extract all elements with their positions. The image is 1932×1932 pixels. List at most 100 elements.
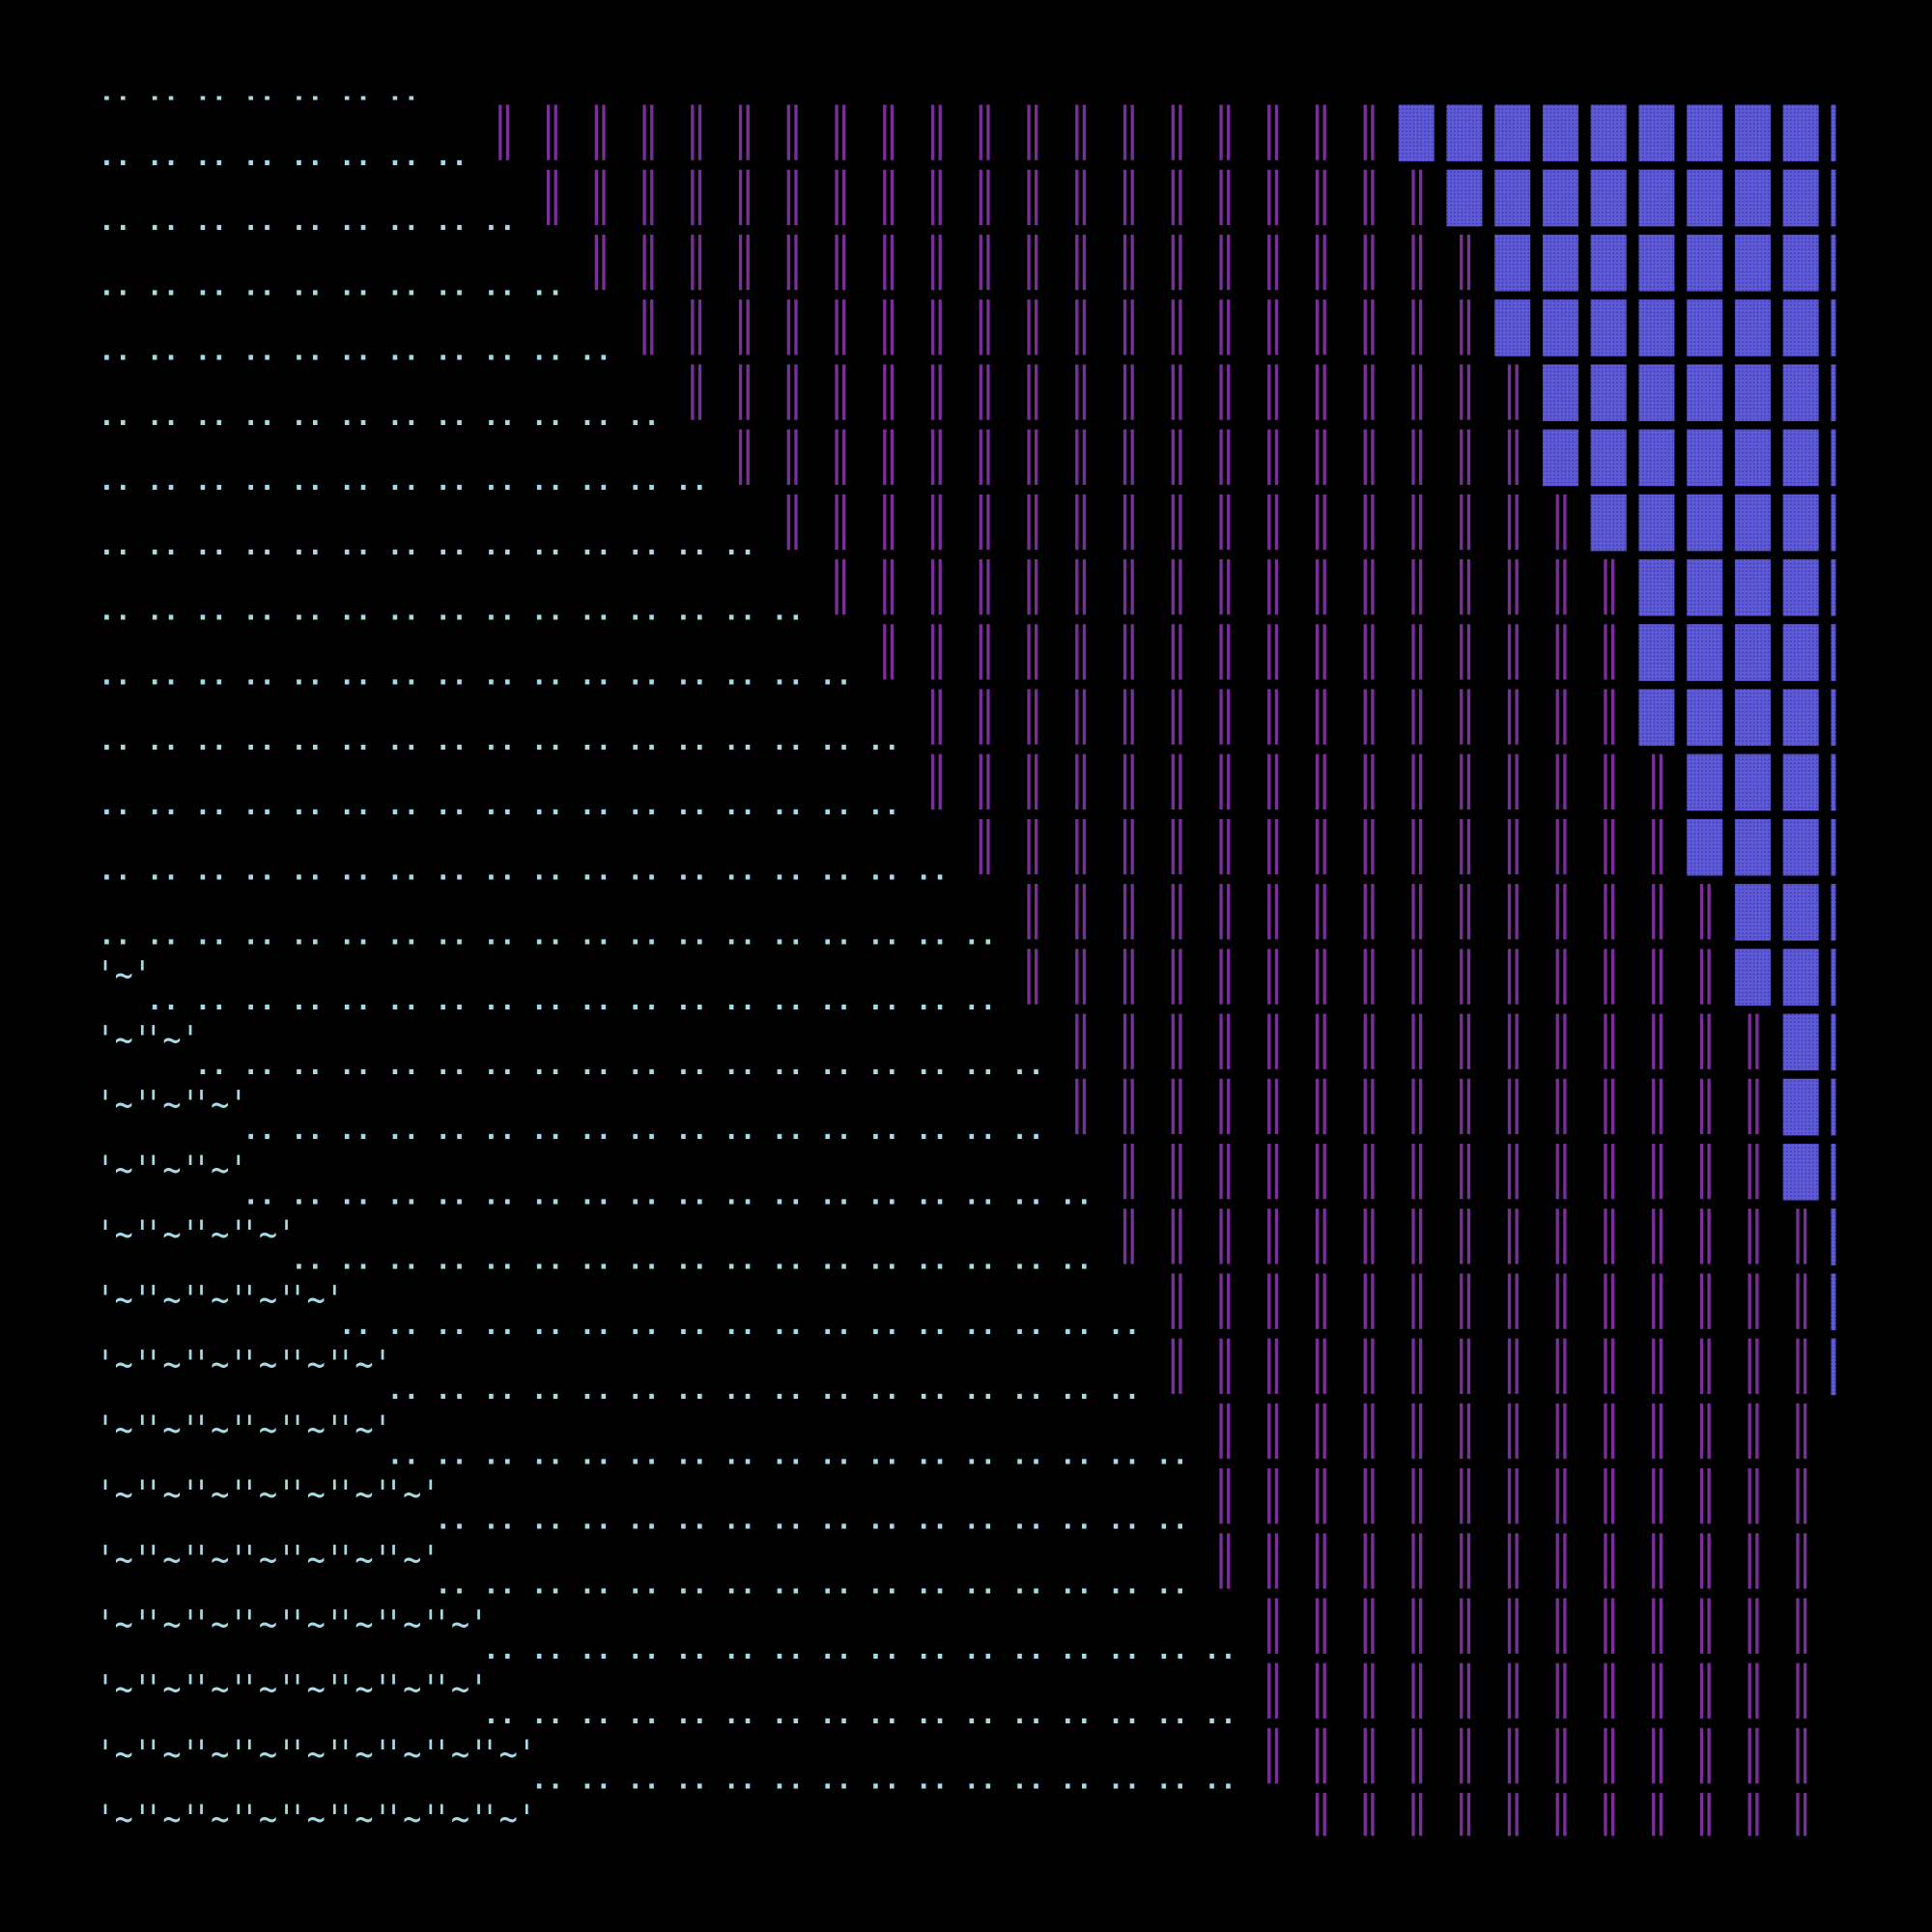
dots-glyph: .. [147, 465, 180, 497]
dots-glyph: .. [531, 400, 564, 432]
dots-glyph: .. [579, 529, 611, 561]
dots-glyph: .. [963, 1049, 996, 1081]
dots-glyph: .. [916, 1309, 949, 1341]
wave-glyph: '~' [96, 1407, 151, 1451]
dots-glyph: .. [1108, 1829, 1141, 1861]
dots-glyph: .. [242, 920, 275, 952]
dots-glyph: .. [387, 140, 420, 172]
dots-glyph: .. [242, 724, 275, 756]
dots-glyph: .. [867, 1763, 900, 1795]
dots-glyph: .. [867, 1698, 900, 1730]
dots-glyph: .. [531, 1698, 564, 1730]
dots-glyph: .. [435, 920, 468, 952]
dots-glyph: .. [675, 1634, 708, 1665]
dots-glyph: .. [627, 1049, 660, 1081]
dots-glyph: .. [771, 1763, 804, 1795]
dots-glyph: .. [819, 1114, 852, 1146]
dots-glyph: .. [339, 854, 372, 886]
dots-glyph: .. [771, 724, 804, 756]
dots-glyph: .. [627, 1309, 660, 1341]
dots-glyph: .. [242, 789, 275, 821]
dots-glyph: .. [387, 1309, 420, 1341]
dots-glyph: .. [963, 1829, 996, 1861]
dots-glyph: .. [627, 529, 660, 561]
block-glyph [1734, 558, 1771, 616]
dots-glyph: .. [963, 920, 996, 952]
dots-glyph: .. [1011, 1763, 1044, 1795]
dots-glyph: .. [291, 335, 324, 367]
dots-glyph: .. [771, 1569, 804, 1601]
block-glyph [1734, 689, 1771, 747]
dots-glyph: .. [99, 789, 131, 821]
dots-glyph: .. [1060, 1829, 1093, 1861]
dots-glyph: .. [819, 789, 852, 821]
dots-glyph: .. [819, 1634, 852, 1665]
dots-glyph: .. [483, 1698, 516, 1730]
dots-glyph: .. [291, 854, 324, 886]
block-glyph [1687, 364, 1723, 421]
dots-glyph: .. [387, 400, 420, 432]
dots-glyph: .. [99, 465, 131, 497]
dots-glyph: .. [195, 594, 228, 626]
dots-glyph: .. [99, 854, 131, 886]
dots-glyph: .. [242, 270, 275, 301]
block-glyph [1446, 104, 1483, 162]
dots-glyph: .. [435, 1438, 468, 1470]
wave-glyph: '~' [144, 1538, 199, 1581]
dots-glyph: .. [1155, 1569, 1188, 1601]
block-glyph [1782, 884, 1819, 941]
block-glyph [1446, 169, 1483, 227]
dots-glyph: .. [627, 1438, 660, 1470]
dots-glyph: .. [819, 1829, 852, 1861]
wave-glyph: '~' [144, 1732, 199, 1776]
dots-glyph: .. [483, 1569, 516, 1601]
dots-glyph: .. [339, 724, 372, 756]
dots-glyph: .. [675, 1179, 708, 1210]
dots-glyph: .. [579, 724, 611, 756]
dots-glyph: .. [99, 400, 131, 432]
dots-glyph: .. [242, 1049, 275, 1081]
dots-glyph: .. [627, 1634, 660, 1665]
dots-glyph: .. [867, 854, 900, 886]
block-glyph [1734, 104, 1771, 162]
dots-glyph: .. [531, 1569, 564, 1601]
dots-glyph: .. [387, 1049, 420, 1081]
dots-glyph: .. [724, 920, 756, 952]
block-glyph [1542, 429, 1578, 487]
wave-glyph: '~' [241, 1732, 296, 1776]
dots-glyph: .. [1204, 1698, 1236, 1730]
dots-glyph: .. [1011, 1114, 1044, 1146]
dots-glyph: .. [1060, 1569, 1093, 1601]
dots-glyph: .. [1011, 1438, 1044, 1470]
dots-glyph: .. [195, 270, 228, 301]
dots-glyph: .. [242, 984, 275, 1016]
dots-glyph: .. [291, 1114, 324, 1146]
block-glyph [1638, 104, 1675, 162]
dots-glyph: .. [579, 1049, 611, 1081]
dots-glyph: .. [339, 205, 372, 237]
dots-glyph: .. [1108, 1309, 1141, 1341]
dots-glyph: .. [147, 400, 180, 432]
dots-glyph: .. [916, 1438, 949, 1470]
dots-glyph: .. [99, 920, 131, 952]
block-glyph [1782, 753, 1819, 811]
dots-glyph: .. [579, 1569, 611, 1601]
dots-glyph: .. [579, 335, 611, 367]
dots-glyph: .. [867, 1114, 900, 1146]
dots-glyph: .. [1155, 1698, 1188, 1730]
wave-glyph: '~' [192, 1083, 247, 1126]
wave-glyph: '~' [96, 1083, 151, 1126]
dots-glyph: .. [627, 400, 660, 432]
dots-glyph: .. [963, 1244, 996, 1276]
dots-glyph: .. [579, 789, 611, 821]
dots-glyph: .. [531, 594, 564, 626]
block-glyph [1638, 364, 1675, 421]
dots-glyph: .. [1108, 1634, 1141, 1665]
dots-glyph: .. [1155, 1634, 1188, 1665]
dots-glyph: .. [579, 854, 611, 886]
dots-glyph: .. [531, 529, 564, 561]
dots-glyph: .. [1108, 1374, 1141, 1406]
dots-glyph: .. [675, 529, 708, 561]
wave-glyph: '~' [480, 1798, 535, 1841]
